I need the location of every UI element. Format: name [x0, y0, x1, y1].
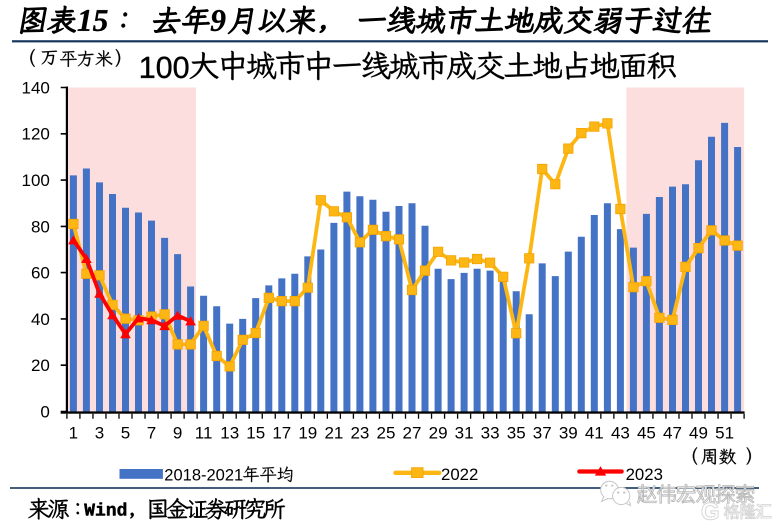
svg-text:2022: 2022	[441, 465, 478, 484]
svg-text:35: 35	[507, 424, 526, 443]
svg-text:0: 0	[40, 402, 49, 421]
svg-text:45: 45	[637, 424, 656, 443]
svg-text:120: 120	[22, 125, 50, 144]
svg-text:140: 140	[22, 78, 50, 97]
svg-text:15: 15	[246, 424, 265, 443]
svg-text:31: 31	[455, 424, 474, 443]
svg-text:21: 21	[324, 424, 343, 443]
svg-text:1: 1	[69, 424, 78, 443]
svg-text:17: 17	[272, 424, 291, 443]
svg-text:5: 5	[121, 424, 130, 443]
svg-text:27: 27	[403, 424, 422, 443]
svg-text:41: 41	[585, 424, 604, 443]
svg-text:80: 80	[31, 217, 50, 236]
svg-text:9: 9	[173, 424, 182, 443]
svg-text:47: 47	[663, 424, 682, 443]
svg-text:33: 33	[481, 424, 500, 443]
svg-text:23: 23	[350, 424, 369, 443]
svg-text:3: 3	[95, 424, 104, 443]
svg-text:20: 20	[31, 356, 50, 375]
svg-text:13: 13	[220, 424, 239, 443]
svg-text:2018-2021: 2018-2021	[164, 466, 243, 484]
svg-text:2023: 2023	[626, 465, 663, 484]
svg-text:7: 7	[147, 424, 156, 443]
svg-text:39: 39	[559, 424, 578, 443]
svg-text:37: 37	[533, 424, 552, 443]
svg-text:11: 11	[195, 424, 213, 443]
svg-text:29: 29	[429, 424, 448, 443]
svg-text:19: 19	[298, 424, 317, 443]
svg-text:49: 49	[689, 424, 708, 443]
svg-text:100: 100	[22, 171, 50, 190]
svg-text:25: 25	[377, 424, 396, 443]
svg-text:51: 51	[715, 424, 734, 443]
svg-text:43: 43	[611, 424, 630, 443]
svg-text:40: 40	[31, 310, 50, 329]
svg-text:60: 60	[31, 264, 50, 283]
